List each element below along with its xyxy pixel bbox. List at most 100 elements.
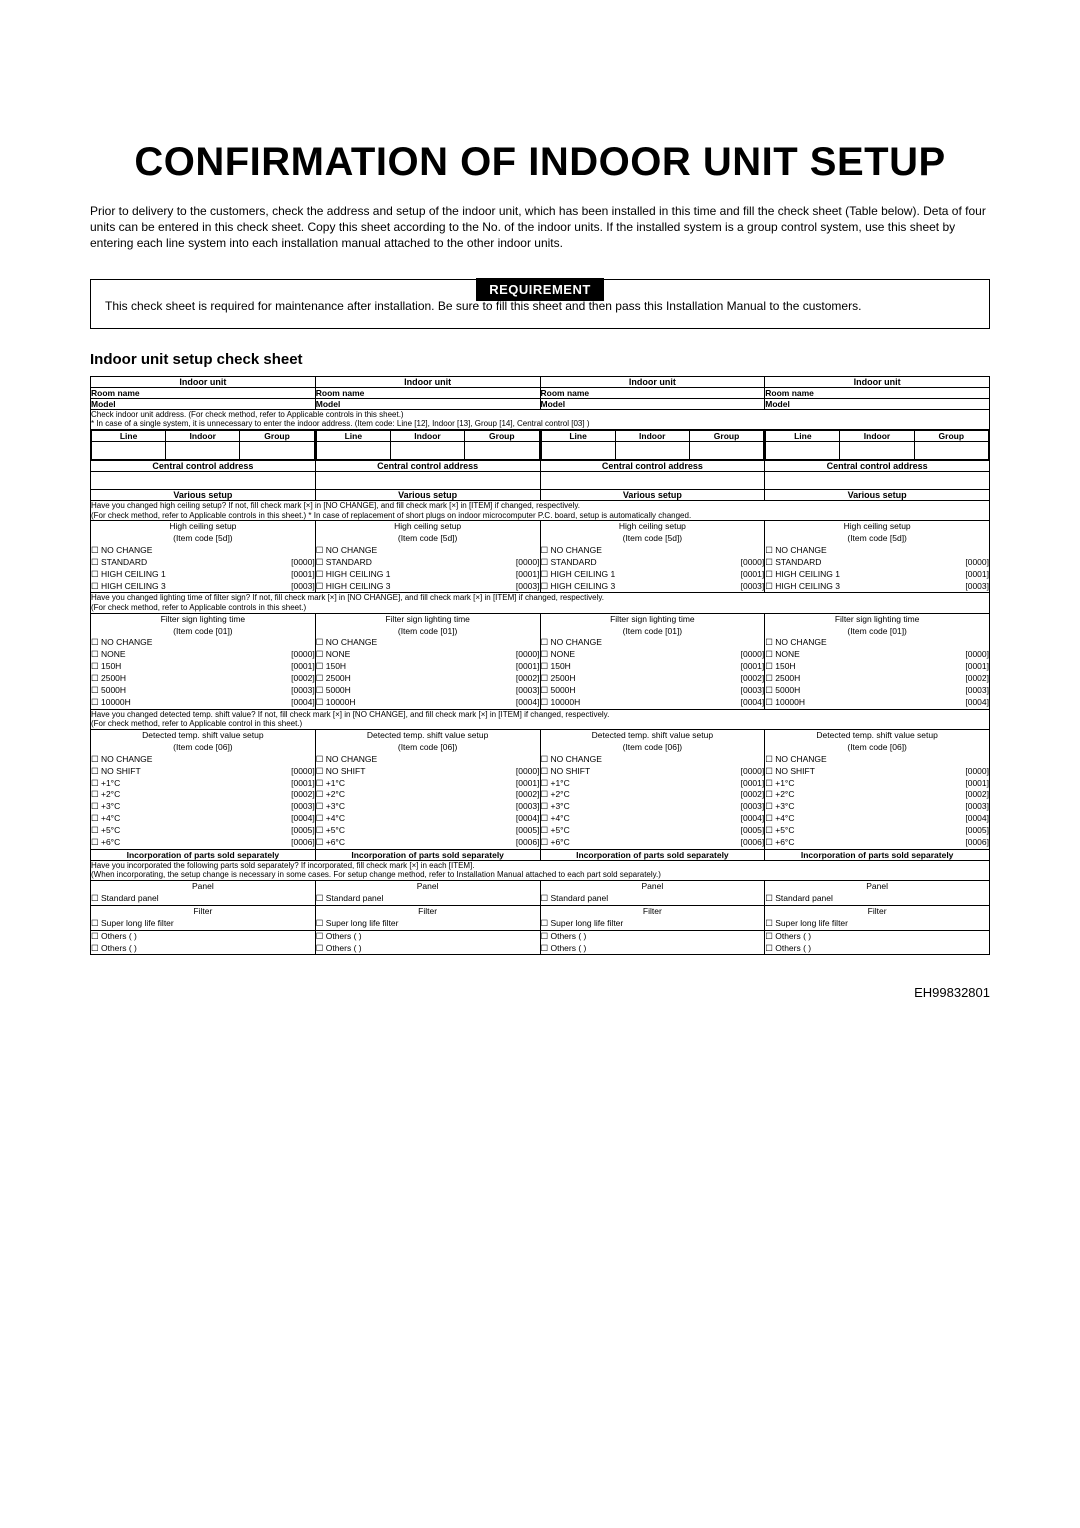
checkbox-option[interactable]: 5000H [91, 685, 126, 697]
checkbox-option[interactable]: NONE [765, 649, 800, 661]
indoor-input[interactable] [840, 441, 914, 459]
checkbox-option[interactable]: NONE [316, 649, 351, 661]
checkbox-option[interactable]: +3°C [765, 801, 794, 813]
checkbox-option[interactable]: +4°C [91, 813, 120, 825]
checkbox-option[interactable]: HIGH CEILING 1 [316, 569, 391, 581]
checkbox-option[interactable]: +6°C [91, 837, 120, 849]
line-input[interactable] [92, 441, 166, 459]
checkbox-option[interactable]: NO CHANGE [765, 637, 826, 649]
checkbox-option[interactable]: NO SHIFT [91, 766, 141, 778]
cca-input[interactable] [91, 471, 316, 489]
group-input[interactable] [240, 441, 314, 459]
checkbox-option[interactable]: +6°C [541, 837, 570, 849]
group-input[interactable] [465, 441, 539, 459]
checkbox-option[interactable]: NONE [91, 649, 126, 661]
checkbox-option[interactable]: HIGH CEILING 3 [541, 581, 616, 593]
checkbox-option[interactable]: NO CHANGE [91, 754, 152, 766]
checkbox-option[interactable]: Others ( ) [541, 943, 587, 955]
checkbox-option[interactable]: HIGH CEILING 1 [541, 569, 616, 581]
cca-input[interactable] [765, 471, 990, 489]
checkbox-option[interactable]: NO SHIFT [316, 766, 366, 778]
checkbox-option[interactable]: NO CHANGE [765, 754, 826, 766]
checkbox-option[interactable]: +2°C [765, 789, 794, 801]
checkbox-option[interactable]: HIGH CEILING 1 [765, 569, 840, 581]
checkbox-option[interactable]: NO SHIFT [541, 766, 591, 778]
checkbox-option[interactable]: +3°C [91, 801, 120, 813]
checkbox-option[interactable]: 150H [541, 661, 571, 673]
checkbox-option[interactable]: +1°C [316, 778, 345, 790]
checkbox-option[interactable]: 10000H [91, 697, 131, 709]
checkbox-option[interactable]: HIGH CEILING 3 [91, 581, 166, 593]
checkbox-option[interactable]: Others ( ) [91, 931, 137, 943]
checkbox-option[interactable]: 150H [91, 661, 121, 673]
line-input[interactable] [766, 441, 840, 459]
checkbox-option[interactable]: Standard panel [765, 893, 833, 905]
checkbox-option[interactable]: Super long life filter [91, 918, 174, 930]
checkbox-option[interactable]: +3°C [541, 801, 570, 813]
checkbox-option[interactable]: +2°C [316, 789, 345, 801]
checkbox-option[interactable]: Others ( ) [91, 943, 137, 955]
checkbox-option[interactable]: +5°C [541, 825, 570, 837]
checkbox-option[interactable]: 2500H [765, 673, 800, 685]
checkbox-option[interactable]: HIGH CEILING 3 [765, 581, 840, 593]
checkbox-option[interactable]: NO CHANGE [541, 637, 602, 649]
checkbox-option[interactable]: STANDARD [541, 557, 597, 569]
checkbox-option[interactable]: HIGH CEILING 3 [316, 581, 391, 593]
checkbox-option[interactable]: NO CHANGE [316, 545, 377, 557]
checkbox-option[interactable]: Others ( ) [316, 931, 362, 943]
group-input[interactable] [914, 441, 988, 459]
checkbox-option[interactable]: +4°C [541, 813, 570, 825]
checkbox-option[interactable]: 5000H [765, 685, 800, 697]
checkbox-option[interactable]: 150H [316, 661, 346, 673]
cca-input[interactable] [540, 471, 765, 489]
checkbox-option[interactable]: HIGH CEILING 1 [91, 569, 166, 581]
checkbox-option[interactable]: NO SHIFT [765, 766, 815, 778]
checkbox-option[interactable]: Others ( ) [316, 943, 362, 955]
checkbox-option[interactable]: 2500H [541, 673, 576, 685]
checkbox-option[interactable]: Standard panel [541, 893, 609, 905]
checkbox-option[interactable]: Super long life filter [541, 918, 624, 930]
checkbox-option[interactable]: Others ( ) [765, 931, 811, 943]
checkbox-option[interactable]: +4°C [316, 813, 345, 825]
checkbox-option[interactable]: +1°C [91, 778, 120, 790]
checkbox-option[interactable]: +1°C [765, 778, 794, 790]
checkbox-option[interactable]: NO CHANGE [765, 545, 826, 557]
checkbox-option[interactable]: STANDARD [316, 557, 372, 569]
group-input[interactable] [689, 441, 763, 459]
indoor-input[interactable] [166, 441, 240, 459]
checkbox-option[interactable]: +5°C [765, 825, 794, 837]
checkbox-option[interactable]: 150H [765, 661, 795, 673]
indoor-input[interactable] [615, 441, 689, 459]
checkbox-option[interactable]: STANDARD [765, 557, 821, 569]
checkbox-option[interactable]: Standard panel [316, 893, 384, 905]
cca-input[interactable] [315, 471, 540, 489]
checkbox-option[interactable]: STANDARD [91, 557, 147, 569]
checkbox-option[interactable]: NONE [541, 649, 576, 661]
checkbox-option[interactable]: 5000H [316, 685, 351, 697]
checkbox-option[interactable]: Super long life filter [765, 918, 848, 930]
checkbox-option[interactable]: NO CHANGE [541, 754, 602, 766]
checkbox-option[interactable]: NO CHANGE [316, 637, 377, 649]
checkbox-option[interactable]: Others ( ) [541, 931, 587, 943]
checkbox-option[interactable]: 10000H [316, 697, 356, 709]
checkbox-option[interactable]: +5°C [316, 825, 345, 837]
checkbox-option[interactable]: NO CHANGE [541, 545, 602, 557]
checkbox-option[interactable]: Super long life filter [316, 918, 399, 930]
checkbox-option[interactable]: 2500H [91, 673, 126, 685]
checkbox-option[interactable]: +5°C [91, 825, 120, 837]
checkbox-option[interactable]: +2°C [541, 789, 570, 801]
checkbox-option[interactable]: Standard panel [91, 893, 159, 905]
checkbox-option[interactable]: +2°C [91, 789, 120, 801]
checkbox-option[interactable]: +1°C [541, 778, 570, 790]
checkbox-option[interactable]: 2500H [316, 673, 351, 685]
checkbox-option[interactable]: 5000H [541, 685, 576, 697]
indoor-input[interactable] [390, 441, 464, 459]
checkbox-option[interactable]: NO CHANGE [91, 637, 152, 649]
checkbox-option[interactable]: +6°C [765, 837, 794, 849]
checkbox-option[interactable]: NO CHANGE [316, 754, 377, 766]
checkbox-option[interactable]: 10000H [541, 697, 581, 709]
checkbox-option[interactable]: +4°C [765, 813, 794, 825]
checkbox-option[interactable]: NO CHANGE [91, 545, 152, 557]
checkbox-option[interactable]: +3°C [316, 801, 345, 813]
checkbox-option[interactable]: 10000H [765, 697, 805, 709]
